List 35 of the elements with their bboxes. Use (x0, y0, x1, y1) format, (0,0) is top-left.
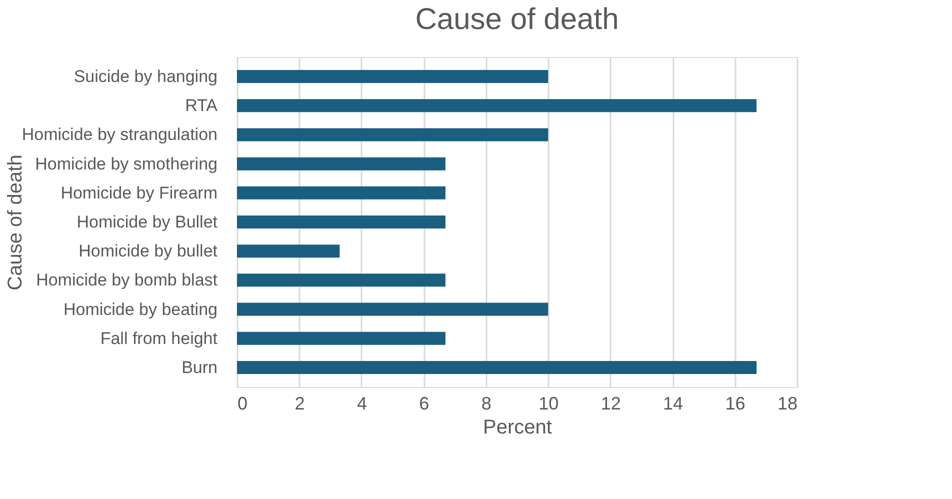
y-tick-label: Homicide by Firearm (60, 183, 218, 202)
y-tick-label: Homicide by Bullet (76, 212, 218, 232)
x-tick-label: 16 (725, 394, 746, 414)
x-tick-label: 4 (356, 394, 367, 414)
x-tick-label: 14 (663, 394, 684, 414)
bar (237, 244, 340, 258)
y-tick-label: Homicide by beating (63, 300, 218, 319)
bar (237, 360, 757, 374)
bar (237, 99, 757, 112)
x-tick-label: 2 (294, 394, 305, 414)
y-axis-title: Cause of death (4, 154, 26, 290)
bar (237, 70, 548, 84)
x-tick-label: 6 (419, 394, 430, 414)
x-tick-label: 8 (481, 394, 492, 414)
bar (237, 216, 446, 228)
bar (237, 274, 446, 287)
y-tick-label: Homicide by bullet (78, 242, 218, 261)
bar (237, 157, 446, 170)
y-tick-label: Suicide by hanging (74, 67, 218, 86)
bar (237, 332, 446, 345)
chart-title: Cause of death (415, 3, 619, 36)
x-tick-label: 10 (538, 394, 559, 414)
x-tick-label: 12 (600, 394, 621, 414)
bar (237, 302, 548, 316)
y-tick-label: Fall from height (100, 328, 218, 348)
y-tick-label: Burn (182, 358, 218, 377)
y-tick-label: RTA (185, 96, 218, 116)
y-tick-label: Homicide by strangulation (22, 125, 218, 144)
y-tick-label: Homicide by smothering (35, 154, 218, 174)
x-tick-label: 0 (238, 394, 248, 414)
bar (237, 128, 548, 142)
x-tick-label: 18 (777, 394, 798, 414)
bar (237, 186, 446, 200)
x-axis-title: Percent (483, 416, 552, 438)
y-tick-label: Homicide by bomb blast (36, 270, 218, 290)
